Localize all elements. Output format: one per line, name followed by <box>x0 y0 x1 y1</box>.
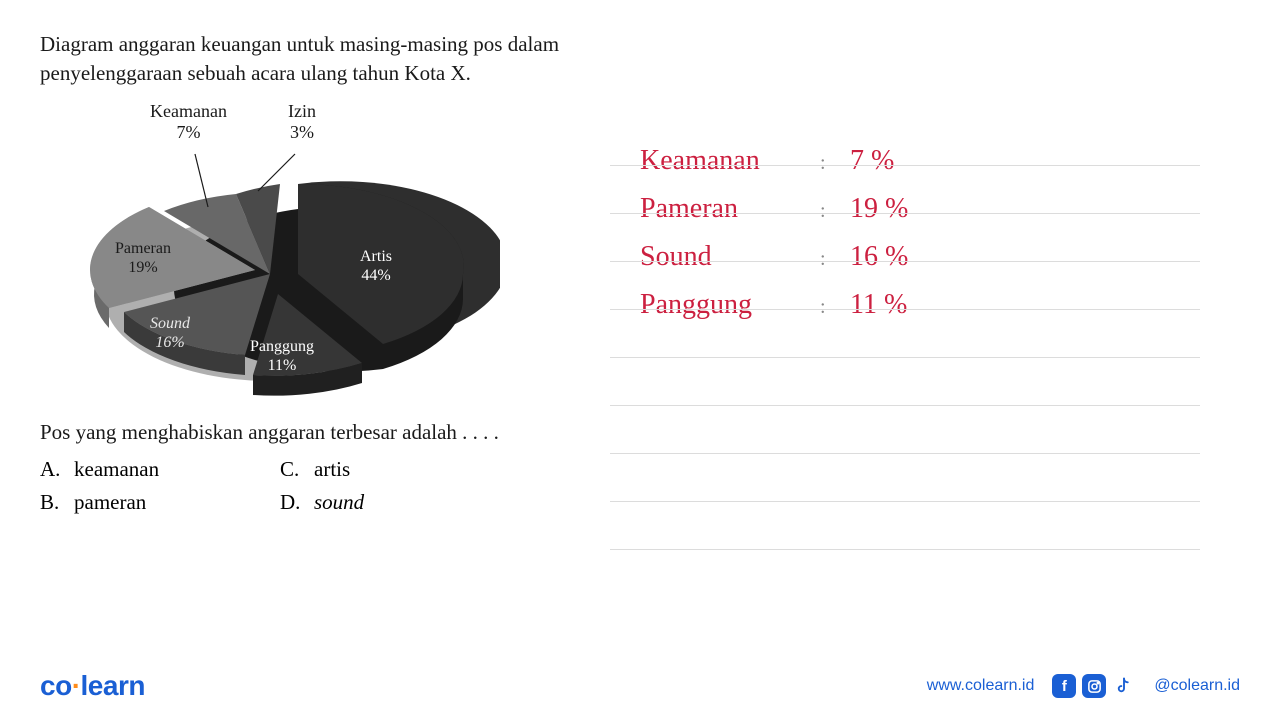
question-footer: Pos yang menghabiskan anggaran terbesar … <box>40 417 560 447</box>
hw-row-sound: Sound : 16 % <box>630 241 1240 289</box>
handwritten-panel: Keamanan : 7 % Pameran : 19 % Sound : 16… <box>580 30 1240 640</box>
option-d: D. sound <box>280 486 364 519</box>
facebook-icon[interactable]: f <box>1052 674 1076 698</box>
social-handle: @colearn.id <box>1154 677 1240 695</box>
option-c: C. artis <box>280 453 350 486</box>
slice-label-keamanan: Keamanan 7% <box>150 101 227 144</box>
hw-row-keamanan: Keamanan : 7 % <box>630 145 1240 193</box>
answer-options: A. keamanan C. artis B. pameran D. sound <box>40 453 560 518</box>
tiktok-icon[interactable] <box>1112 674 1136 698</box>
slice-label-izin: Izin 3% <box>288 101 316 144</box>
instagram-icon[interactable] <box>1082 674 1106 698</box>
option-a: A. keamanan <box>40 453 280 486</box>
slice-label-panggung: Panggung 11% <box>250 337 314 375</box>
slice-label-artis: Artis 44% <box>360 247 392 285</box>
question-panel: Diagram anggaran keuangan untuk masing-m… <box>40 30 580 640</box>
footer: co·learn www.colearn.id f @colearn. <box>0 670 1280 702</box>
logo: co·learn <box>40 670 145 702</box>
slice-label-sound: Sound 16% <box>150 314 190 352</box>
hw-row-pameran: Pameran : 19 % <box>630 193 1240 241</box>
pie-chart: Keamanan 7% Izin 3% Artis 44% Panggung 1… <box>40 99 500 409</box>
slice-label-pameran: Pameran 19% <box>115 239 171 277</box>
question-intro: Diagram anggaran keuangan untuk masing-m… <box>40 30 560 89</box>
website-link[interactable]: www.colearn.id <box>927 677 1035 695</box>
hw-row-panggung: Panggung : 11 % <box>630 289 1240 337</box>
option-b: B. pameran <box>40 486 280 519</box>
